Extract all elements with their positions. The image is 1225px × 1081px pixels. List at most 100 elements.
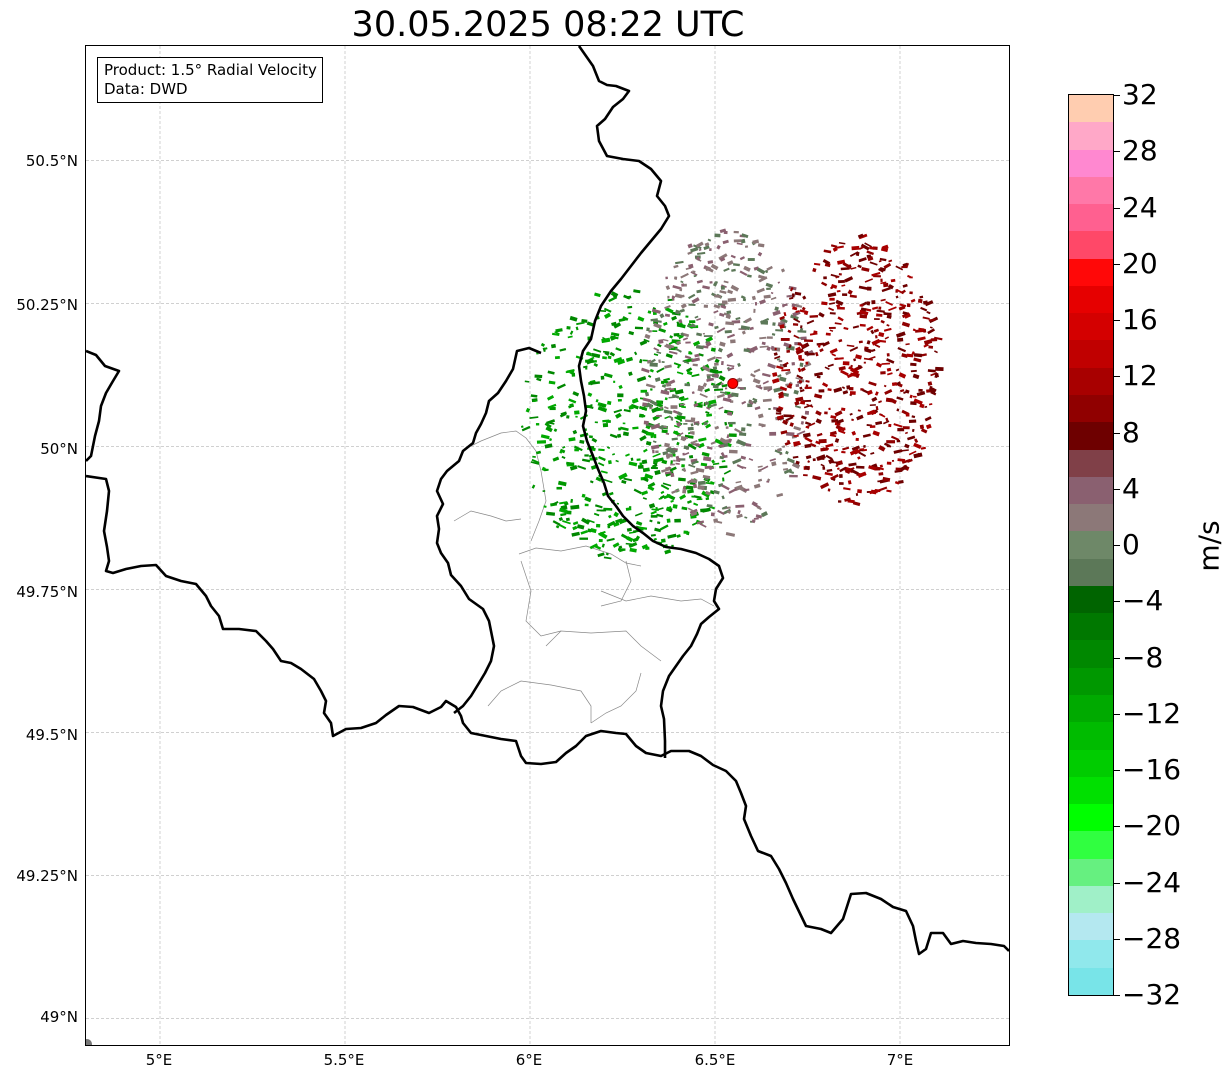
velocity-cell <box>652 452 661 458</box>
velocity-cell <box>676 411 683 417</box>
velocity-cell <box>878 472 884 476</box>
velocity-cell <box>615 518 623 524</box>
velocity-cell <box>747 274 752 278</box>
velocity-cell <box>755 514 763 519</box>
velocity-cell <box>709 480 715 485</box>
velocity-cell <box>670 418 674 421</box>
velocity-cell <box>530 461 540 465</box>
velocity-cell <box>896 439 901 443</box>
velocity-cell <box>886 353 890 357</box>
velocity-cell <box>732 263 740 267</box>
velocity-cell <box>666 447 677 455</box>
velocity-cell <box>840 369 849 377</box>
velocity-cell <box>805 379 810 383</box>
velocity-cell <box>559 448 566 454</box>
velocity-cell <box>789 381 793 385</box>
velocity-cell <box>880 371 886 375</box>
velocity-cell <box>756 287 765 294</box>
velocity-cell <box>805 384 809 388</box>
velocity-cell <box>829 348 838 354</box>
velocity-cell <box>873 274 881 278</box>
velocity-cell <box>772 322 776 326</box>
velocity-cell <box>912 395 917 398</box>
velocity-cell <box>575 326 579 331</box>
velocity-cell <box>541 466 546 472</box>
velocity-cell <box>752 239 760 245</box>
velocity-cell <box>634 351 638 356</box>
velocity-cell <box>901 321 911 328</box>
velocity-cell <box>930 390 937 396</box>
velocity-cell <box>647 310 652 314</box>
velocity-cell <box>688 263 694 269</box>
velocity-cell <box>635 520 643 526</box>
velocity-cell <box>700 508 710 513</box>
velocity-cell <box>844 497 851 502</box>
velocity-cell <box>885 417 889 422</box>
map-canvas[interactable] <box>86 46 1009 1045</box>
velocity-cell <box>613 408 623 414</box>
velocity-cell <box>879 267 886 272</box>
velocity-cell <box>828 326 836 330</box>
velocity-cell <box>642 497 647 500</box>
velocity-cell <box>671 437 678 441</box>
velocity-cell <box>566 415 570 419</box>
velocity-cell <box>719 289 727 295</box>
velocity-cell <box>910 369 917 373</box>
velocity-cell <box>633 488 642 495</box>
velocity-cell <box>869 261 878 266</box>
velocity-cell <box>776 365 784 370</box>
velocity-cell <box>935 366 944 372</box>
velocity-cell <box>909 394 913 399</box>
velocity-cell <box>638 358 643 364</box>
velocity-cell <box>847 289 853 295</box>
colorbar-segment <box>1069 504 1113 532</box>
velocity-cell <box>830 286 834 290</box>
velocity-cell <box>610 335 619 340</box>
velocity-cell <box>581 517 590 525</box>
velocity-cell <box>819 348 824 353</box>
velocity-cell <box>705 341 712 348</box>
velocity-cell <box>775 407 782 413</box>
velocity-cell <box>616 433 622 438</box>
velocity-cell <box>701 451 710 457</box>
velocity-cell <box>618 472 628 480</box>
velocity-cell <box>643 338 650 343</box>
velocity-cell <box>916 391 926 397</box>
velocity-cell <box>525 407 531 413</box>
velocity-cell <box>835 275 839 279</box>
colorbar-tick-mark <box>1114 882 1120 884</box>
velocity-cell <box>902 426 910 430</box>
radar-site-marker[interactable] <box>727 377 739 389</box>
velocity-cell <box>830 283 838 289</box>
product-infobox: Product: 1.5° Radial Velocity Data: DWD <box>97 57 323 103</box>
velocity-cell <box>649 519 653 523</box>
velocity-cell <box>679 294 685 298</box>
velocity-cell <box>709 281 713 284</box>
map-panel[interactable] <box>85 45 1010 1046</box>
velocity-cell <box>812 267 817 273</box>
lon-tick-label: 6°E <box>515 1051 543 1069</box>
velocity-cell <box>674 276 678 280</box>
velocity-cell <box>680 272 689 279</box>
velocity-cell <box>869 246 875 250</box>
velocity-cell <box>904 443 910 449</box>
velocity-cell <box>707 356 716 362</box>
velocity-cell <box>907 435 916 441</box>
velocity-cell <box>547 403 557 409</box>
velocity-cell <box>836 418 844 424</box>
velocity-cell <box>589 480 594 484</box>
velocity-cell <box>716 356 722 359</box>
velocity-cell <box>696 520 705 525</box>
velocity-cell <box>675 260 684 265</box>
velocity-cell <box>559 412 567 418</box>
country-borders <box>86 46 1009 1045</box>
velocity-cell <box>623 477 633 482</box>
velocity-cell <box>886 489 892 493</box>
admin-boundary-line <box>453 510 522 522</box>
velocity-cell <box>615 412 622 419</box>
velocity-cell <box>841 450 846 454</box>
velocity-cell <box>859 314 868 319</box>
velocity-cell <box>628 330 635 336</box>
velocity-cell <box>546 395 555 401</box>
velocity-cell <box>685 367 693 373</box>
